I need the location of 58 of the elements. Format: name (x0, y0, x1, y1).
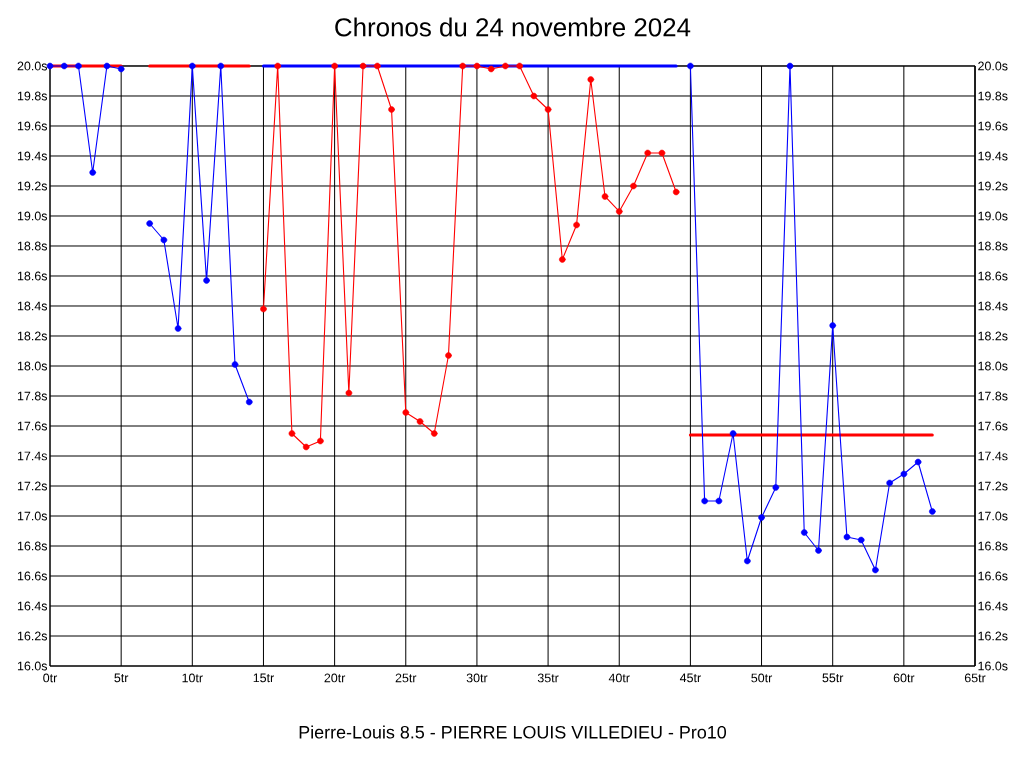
y-tick-label: 17.2s (17, 481, 48, 491)
x-tick-label: 20tr (324, 673, 346, 683)
x-tick-label: 25tr (395, 673, 417, 683)
y2-tick-label: 17.2s (978, 481, 1008, 491)
y-tick-label: 19.0s (17, 211, 48, 221)
x-tick-label: 0tr (43, 673, 58, 683)
y2-tick-label: 19.0s (978, 211, 1008, 221)
y-tick-label: 18.6s (17, 271, 48, 281)
y-tick-label: 20.0s (17, 61, 48, 71)
y2-tick-label: 20.0s (978, 61, 1008, 71)
y2-tick-label: 16.2s (978, 631, 1008, 641)
chart-title: Chronos du 24 novembre 2024 (335, 17, 691, 37)
y2-tick-label: 17.0s (978, 511, 1008, 521)
x-tick-label: 50tr (751, 673, 773, 683)
y-tick-label: 18.0s (17, 361, 48, 371)
x-tick-label: 5tr (114, 673, 129, 683)
x-axis-title: Pierre-Louis 8.5 - PIERRE LOUIS VILLEDIEU - Pro10 (299, 725, 727, 739)
x-tick-label: 45tr (679, 673, 701, 683)
y2-tick-label: 17.8s (978, 391, 1008, 401)
y2-tick-label: 17.4s (978, 451, 1008, 461)
y2-tick-label: 19.8s (978, 91, 1008, 101)
y-tick-label: 17.0s (17, 511, 48, 521)
y2-tick-label: 16.6s (978, 571, 1008, 581)
x-tick-label: 60tr (893, 673, 915, 683)
y2-tick-label: 18.8s (978, 241, 1008, 251)
y2-tick-label: 18.6s (978, 271, 1008, 281)
y-tick-label: 19.2s (17, 181, 48, 191)
x-tick-label: 30tr (466, 673, 488, 683)
y-tick-label: 16.0s (17, 661, 48, 671)
y2-tick-label: 19.4s (978, 151, 1008, 161)
y-tick-label: 17.8s (17, 391, 48, 401)
x-tick-label: 10tr (182, 673, 203, 683)
y2-tick-label: 18.2s (978, 331, 1008, 341)
y2-tick-label: 19.2s (978, 181, 1008, 191)
x-tick-label: 40tr (608, 673, 630, 683)
x-tick-label: 35tr (537, 673, 559, 683)
y2-tick-label: 17.6s (978, 421, 1008, 431)
y-tick-label: 18.4s (17, 301, 48, 311)
y2-tick-label: 16.0s (978, 661, 1008, 671)
y-tick-label: 18.8s (17, 241, 48, 251)
x-tick-label: 55tr (822, 673, 844, 683)
y2-tick-label: 18.4s (978, 301, 1008, 311)
y-tick-label: 17.6s (17, 421, 48, 431)
y-tick-label: 16.8s (17, 541, 48, 551)
y-tick-label: 16.2s (17, 631, 48, 641)
y2-tick-label: 18.0s (978, 361, 1008, 371)
y-tick-label: 16.4s (17, 601, 48, 611)
y-tick-label: 17.4s (17, 451, 48, 461)
y-tick-label: 18.2s (17, 331, 48, 341)
x-tick-label: 15tr (253, 673, 274, 683)
y2-tick-label: 16.4s (978, 601, 1008, 611)
y-tick-label: 19.6s (17, 121, 48, 131)
y2-tick-label: 16.8s (978, 541, 1008, 551)
y2-tick-label: 19.6s (978, 121, 1008, 131)
y-tick-label: 19.4s (17, 151, 48, 161)
y-tick-label: 16.6s (17, 571, 48, 581)
y-tick-label: 19.8s (17, 91, 48, 101)
x-tick-label: 65tr (964, 673, 986, 683)
